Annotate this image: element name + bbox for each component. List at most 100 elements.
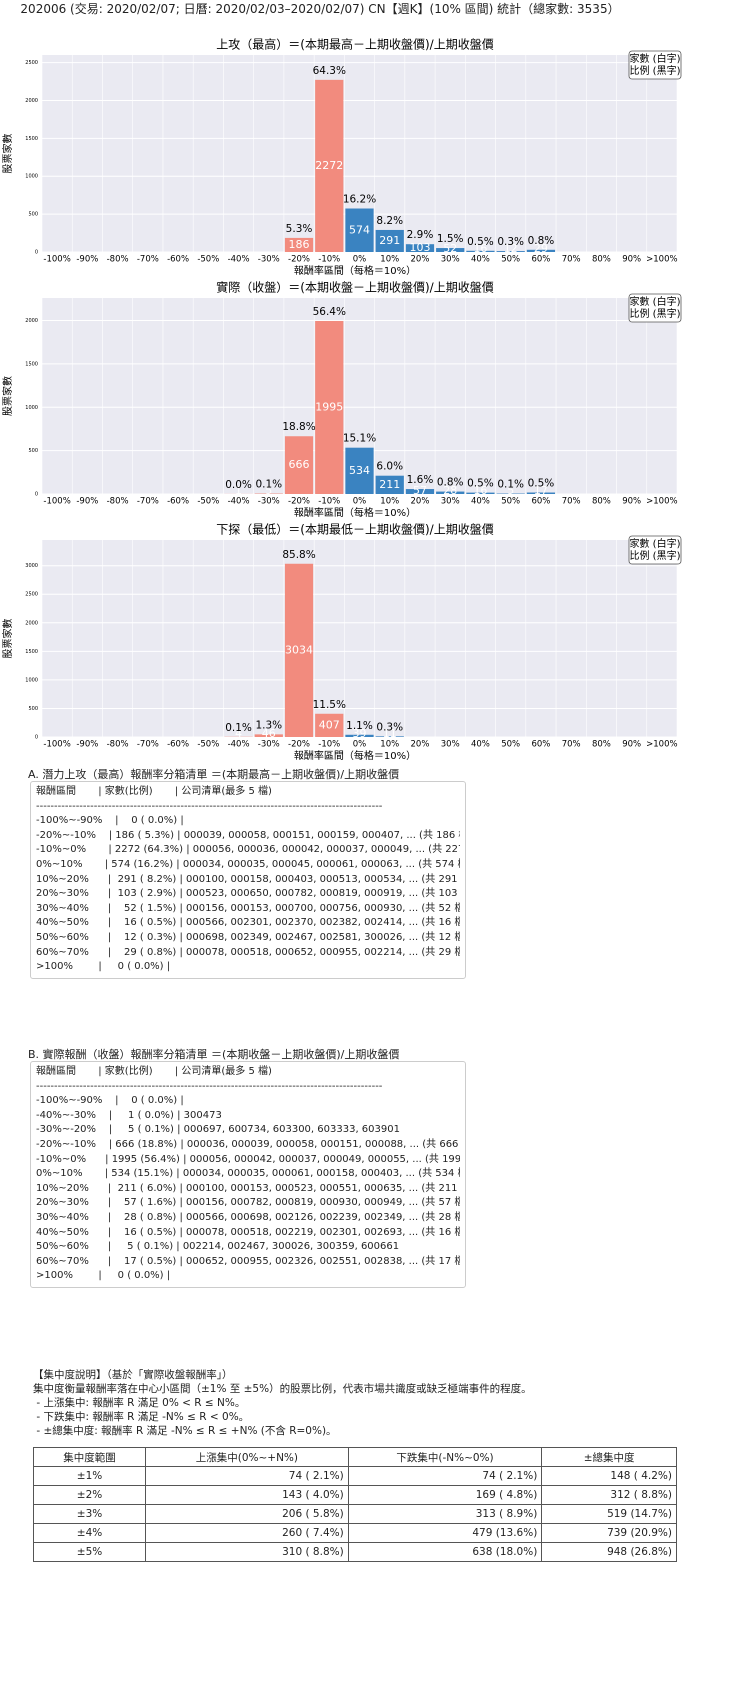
x-tick-label: 60% (531, 740, 550, 750)
table-cell: 739 (20.9%) (541, 1523, 677, 1543)
y-tick-label: 500 (28, 706, 38, 712)
table-cell: 519 (14.7%) (541, 1504, 677, 1524)
note-line: - ±總集中度: 報酬率 R 滿足 -N% ≤ R ≤ +N% (不含 R=0%… (33, 1425, 337, 1437)
list-line: -100%~-90% | 0 ( 0.0%) | (36, 1095, 184, 1107)
count-label: 103 (409, 241, 430, 254)
x-tick-label: -80% (107, 255, 129, 265)
table-header: ±總集中度 (541, 1447, 677, 1467)
bar (405, 489, 435, 494)
table-cell: 638 (18.0%) (347, 1542, 543, 1562)
count-label: 5 (507, 484, 514, 497)
list-line: 20%~30% | 57 ( 1.6%) | 000156, 000782, 0… (36, 1197, 460, 1209)
list-line: -100%~-90% | 0 ( 0.0%) | (36, 815, 184, 827)
count-label: 666 (289, 458, 310, 471)
count-label: 1 (235, 484, 242, 497)
x-tick-label: 70% (562, 740, 581, 750)
bar (284, 563, 314, 737)
table-header: 下跌集中(-N%~0%) (347, 1447, 543, 1467)
list-line: 10%~20% | 211 ( 6.0%) | 000100, 000153, … (36, 1182, 460, 1194)
y-tick-label: 500 (28, 448, 38, 454)
note-line: - 上漲集中: 報酬率 R 滿足 0% < R ≤ N%。 (33, 1397, 246, 1409)
bar (315, 713, 344, 737)
x-tick-label: 50% (501, 255, 520, 265)
x-tick-label: -80% (107, 740, 129, 750)
y-tick-label: 0 (35, 735, 38, 741)
count-label: 29 (534, 242, 548, 255)
share-label: 0.3% (497, 236, 524, 248)
y-tick-label: 2500 (25, 592, 38, 598)
table-cell: 312 ( 8.8%) (541, 1485, 677, 1505)
x-tick-label: >100% (646, 740, 677, 750)
plot-area (42, 540, 677, 737)
count-label: 4 (235, 727, 242, 740)
table-cell: 74 ( 2.1%) (145, 1466, 349, 1486)
x-tick-label: -100% (43, 255, 70, 265)
table-cell: 206 ( 5.8%) (145, 1504, 349, 1524)
x-tick-label: -50% (197, 497, 219, 507)
y-tick-label: 2000 (25, 318, 38, 324)
list-line: 30%~40% | 28 ( 0.8%) | 000566, 000698, 0… (36, 1211, 460, 1223)
chart-title: 實際（收盤）＝(本期收盤－上期收盤價)/上期收盤價 (216, 280, 493, 295)
x-tick-label: 20% (411, 497, 430, 507)
x-tick-label: 50% (501, 740, 520, 750)
list-line: -20%~-10% | 186 ( 5.3%) | 000039, 000058… (36, 829, 460, 841)
table-header-row: 集中度範圍 上漲集中(0%~+N%) 下跌集中(-N%~0%) ±總集中度 (32, 1447, 677, 1467)
x-tick-label: 80% (592, 497, 611, 507)
note-line: - 下跌集中: 報酬率 R 滿足 -N% ≤ R < 0%。 (33, 1411, 250, 1423)
x-tick-label: -60% (167, 497, 189, 507)
bar (466, 492, 495, 494)
share-label: 1.3% (255, 719, 282, 731)
share-label: 0.5% (528, 478, 555, 490)
bar (345, 208, 374, 252)
legend-note: 比例 (黑字) (630, 307, 681, 320)
x-tick-label: 30% (441, 740, 460, 750)
x-tick-label: 80% (592, 740, 611, 750)
list-line: 40%~50% | 16 ( 0.5%) | 000078, 000518, 0… (36, 1226, 460, 1238)
x-tick-label: -100% (43, 740, 70, 750)
x-tick-label: 10% (380, 497, 399, 507)
y-tick-label: 2000 (25, 620, 38, 626)
share-label: 2.9% (407, 229, 434, 241)
y-tick-label: 1500 (25, 136, 38, 142)
share-label: 0.3% (376, 721, 403, 733)
x-tick-label: -70% (137, 497, 159, 507)
list-line: 30%~40% | 52 ( 1.5%) | 000156, 000153, 0… (36, 902, 460, 914)
share-label: 0.1% (225, 722, 252, 734)
list-heading: B. 實際報酬（收盤）報酬率分箱清單 ＝(本期收盤－上期收盤價)/上期收盤價 (28, 1048, 400, 1061)
table-header: 集中度範圍 (32, 1447, 147, 1467)
y-tick-label: 1500 (25, 361, 38, 367)
share-label: 1.5% (437, 233, 464, 245)
y-tick-label: 2000 (25, 98, 38, 104)
x-tick-label: -60% (167, 255, 189, 265)
chart-title: 下探（最低）＝(本期最低－上期收盤價)/上期收盤價 (216, 523, 493, 537)
x-tick-label: -10% (318, 255, 340, 265)
x-axis-label: 報酬率區間（每格＝10%） (294, 749, 416, 762)
table-row: ±5% 310 ( 8.8%) 638 (18.0%) 948 (26.8%) (32, 1542, 677, 1562)
share-label: 56.4% (313, 306, 346, 318)
x-axis-label: 報酬率區間（每格＝10%） (294, 264, 416, 277)
x-tick-label: -10% (318, 497, 340, 507)
list-line: 60%~70% | 29 ( 0.8%) | 000078, 000518, 0… (36, 946, 460, 958)
share-label: 0.1% (497, 479, 524, 491)
bar (254, 734, 283, 737)
count-label: 16 (473, 242, 487, 255)
bar (345, 447, 374, 494)
x-tick-label: 0% (353, 740, 367, 750)
count-label: 186 (289, 238, 310, 251)
share-label: 16.2% (343, 194, 376, 206)
count-label: 2272 (315, 159, 343, 172)
x-tick-label: -90% (76, 740, 98, 750)
share-label: 0.8% (528, 235, 555, 247)
y-tick-label: 3000 (25, 563, 38, 569)
share-label: 0.5% (467, 236, 494, 248)
legend-box (628, 293, 682, 323)
list-line: ----------------------------------------… (36, 1080, 383, 1092)
bar (405, 244, 435, 252)
table-cell: ±3% (32, 1504, 147, 1524)
x-tick-label: >100% (646, 497, 677, 507)
x-tick-label: 20% (411, 255, 430, 265)
x-tick-label: -70% (137, 740, 159, 750)
x-tick-label: 30% (441, 255, 460, 265)
list-line: 報酬區間 | 家數(比例) | 公司清單(最多 5 檔) (36, 786, 272, 797)
